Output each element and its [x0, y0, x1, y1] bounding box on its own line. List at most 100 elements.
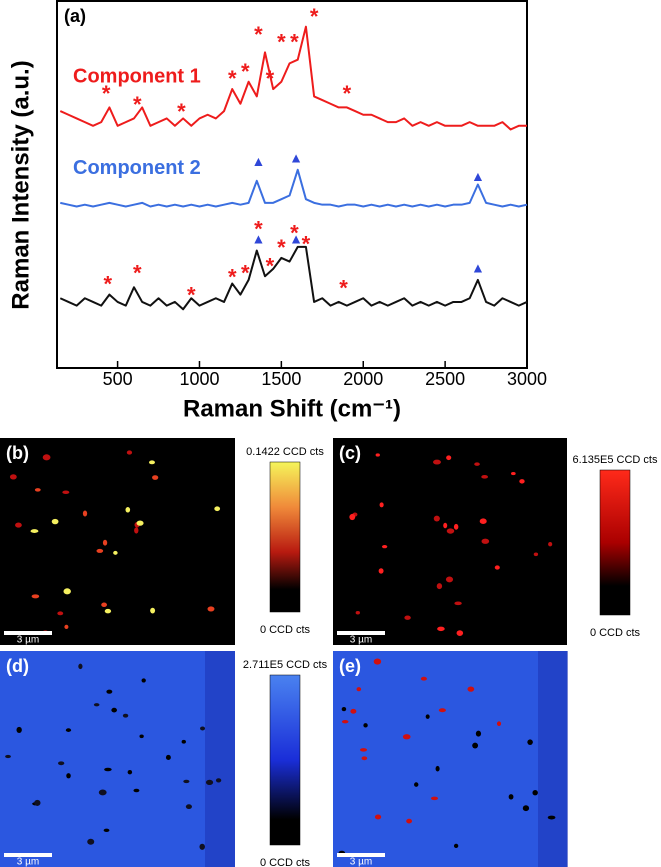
map-spot: [82, 510, 88, 517]
map-spot: [414, 782, 419, 787]
map-spot: [454, 601, 462, 606]
map-spot: [438, 708, 446, 713]
scale-bar: [4, 853, 52, 857]
map-spot: [445, 576, 454, 583]
map-spot: [93, 703, 100, 707]
map-spot: [5, 754, 11, 759]
map-spot: [375, 453, 380, 457]
map-spot: [42, 454, 51, 461]
map-spot: [379, 502, 384, 508]
map-spot: [181, 739, 186, 744]
y-axis-title: Raman Intensity (a.u.): [7, 60, 34, 309]
map-spot: [214, 506, 221, 512]
map-spot: [378, 568, 384, 574]
peak-marker: *: [277, 30, 286, 55]
map-spot: [127, 769, 133, 775]
scale-bar: [337, 631, 385, 635]
panel-label: (d): [6, 656, 29, 676]
map-spot: [359, 748, 368, 752]
x-tick-label: 1000: [179, 369, 219, 389]
map-spot: [51, 518, 59, 525]
map-spot: [443, 522, 448, 529]
peak-marker: ▲: [471, 168, 485, 184]
colorbar-min: 0 CCD cts: [590, 627, 641, 639]
peak-marker: *: [241, 59, 250, 84]
map-spot: [34, 799, 41, 806]
peak-marker: ▲: [251, 230, 265, 246]
x-tick-label: 3000: [507, 369, 547, 389]
map-spot: [207, 606, 215, 612]
map-spot: [134, 527, 139, 534]
series-label: Component 1: [73, 65, 201, 87]
map-spot: [185, 804, 192, 810]
peak-marker: *: [290, 220, 299, 245]
map-spot: [374, 814, 382, 820]
map-spot: [532, 789, 538, 796]
map-spot: [494, 565, 500, 570]
map-spot: [453, 843, 459, 848]
map-spot: [355, 611, 360, 615]
map-spot: [467, 686, 475, 692]
map-spot: [66, 773, 71, 779]
panel-label: (b): [6, 443, 29, 463]
map-spot: [433, 515, 440, 522]
map-spot: [122, 713, 129, 718]
map-spot: [63, 588, 71, 595]
colorbar-min: 0 CCD cts: [260, 624, 311, 636]
map-spot: [446, 455, 452, 461]
plot-frame: [56, 0, 528, 369]
map-spot: [103, 828, 110, 833]
map-spot: [436, 583, 443, 590]
peak-marker: *: [102, 81, 111, 106]
map-spot: [479, 518, 487, 524]
map-spot: [456, 630, 464, 636]
map-spot: [472, 742, 479, 749]
map-spot: [446, 528, 455, 534]
map-spot: [113, 550, 118, 555]
scale-bar-label: 3 µm: [17, 857, 39, 867]
peak-marker: *: [266, 253, 275, 278]
map-image: [333, 438, 567, 645]
peak-marker: *: [266, 66, 275, 91]
map-spot: [111, 707, 117, 713]
map-spot: [87, 838, 95, 845]
map-edge: [538, 651, 568, 867]
peak-marker: *: [277, 235, 286, 260]
map-spot: [16, 726, 22, 734]
peak-marker: *: [254, 217, 263, 242]
peak-marker: *: [254, 22, 263, 47]
map-spot: [199, 843, 205, 850]
x-tick-label: 1500: [261, 369, 301, 389]
map-spot: [433, 459, 441, 465]
peak-marker: *: [228, 264, 237, 289]
colorbar-max: 0.1422 CCD cts: [246, 446, 324, 458]
scale-bar: [337, 853, 385, 857]
map-spot: [98, 789, 107, 796]
map-edge: [205, 651, 235, 867]
map-spot: [152, 475, 159, 480]
map-spot: [363, 723, 368, 728]
map-spot: [548, 542, 553, 547]
peak-marker: *: [187, 283, 196, 308]
map-spot: [183, 779, 190, 784]
map-spot: [496, 721, 502, 727]
map-spot: [481, 538, 490, 544]
map-spot: [102, 539, 108, 546]
peak-marker: ▲: [251, 153, 265, 169]
series-line: [59, 245, 528, 311]
peak-marker: *: [103, 272, 112, 297]
colorbar-min: 0 CCD cts: [260, 857, 311, 867]
map-spot: [15, 522, 22, 528]
map-spot: [349, 513, 356, 521]
map-spot: [402, 734, 411, 740]
map-spot: [430, 796, 439, 801]
map-spot: [420, 676, 427, 681]
map-spot: [361, 756, 368, 761]
map-spot: [125, 507, 131, 513]
map-spot: [425, 714, 430, 719]
map-spot: [205, 779, 214, 786]
x-axis-title: Raman Shift (cm⁻¹): [183, 395, 401, 422]
colorbar-max: 6.135E5 CCD cts: [573, 454, 658, 466]
map-spot: [78, 663, 83, 670]
map-spot: [404, 615, 411, 620]
